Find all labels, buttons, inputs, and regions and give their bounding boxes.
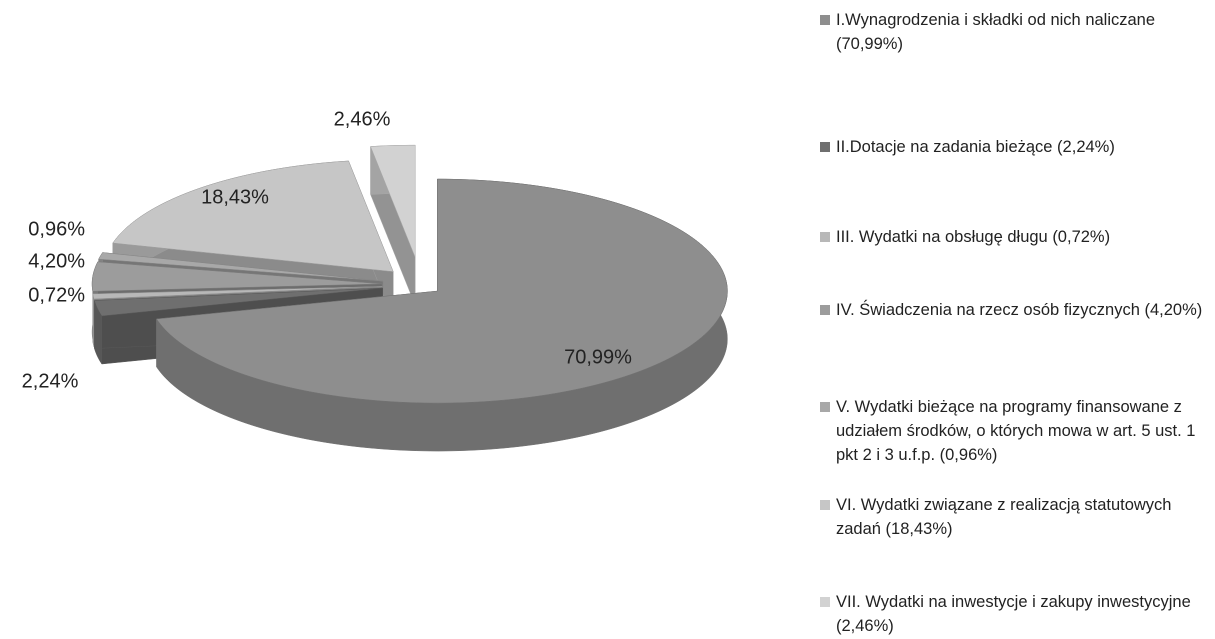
legend-label: II.Dotacje na zadania bieżące (2,24%) [836,138,1115,156]
legend-entry: V. Wydatki bieżące na programy finansowa… [818,395,1213,467]
legend-label: V. Wydatki bieżące na programy finansowa… [836,398,1196,464]
legend-swatch [820,402,830,412]
legend-label: III. Wydatki na obsługę długu (0,72%) [836,228,1111,246]
slice-top [156,178,728,404]
slice-side [92,293,95,348]
legend-label: VII. Wydatki na inwestycje i zakupy inwe… [836,593,1191,635]
data-label: 70,99% [564,346,632,368]
legend-entry: I.Wynagrodzenia i składki od nich nalicz… [818,8,1213,56]
legend-swatch [820,597,830,607]
legend-entry: III. Wydatki na obsługę długu (0,72%) [818,225,1213,249]
slice-top [91,261,383,292]
legend-swatch [820,500,830,510]
legend-entry: VII. Wydatki na inwestycje i zakupy inwe… [818,590,1213,638]
legend-swatch [820,15,830,25]
slice-top [94,287,383,317]
slice-top [370,144,416,258]
data-label: 4,20% [28,250,85,272]
legend-label: VI. Wydatki związane z realizacją statut… [836,496,1172,538]
chart: 70,99% 2,24% 0,72% 4,20% 0,96% 18,43% 2,46% [22,108,728,452]
slice-top [98,252,384,282]
slice [370,144,416,306]
legend-entry: II.Dotacje na zadania bieżące (2,24%) [818,135,1213,159]
legend-swatch [820,142,830,152]
slice-top [92,286,383,300]
legend-label: IV. Świadczenia na rzecz osób fizycznych… [836,301,1203,319]
legend-entry: VI. Wydatki związane z realizacją statut… [818,493,1213,541]
legend-swatch [820,232,830,242]
data-label: 2,24% [22,370,79,392]
slice [156,178,728,452]
data-label: 2,46% [334,108,391,130]
legend-swatch [820,305,830,315]
data-label: 0,72% [28,284,85,306]
slice-top [112,160,394,272]
legend-entry: IV. Świadczenia na rzecz osób fizycznych… [818,298,1213,322]
data-label: 18,43% [201,186,269,208]
legend-label: I.Wynagrodzenia i składki od nich nalicz… [836,11,1156,53]
data-label: 0,96% [28,218,85,240]
